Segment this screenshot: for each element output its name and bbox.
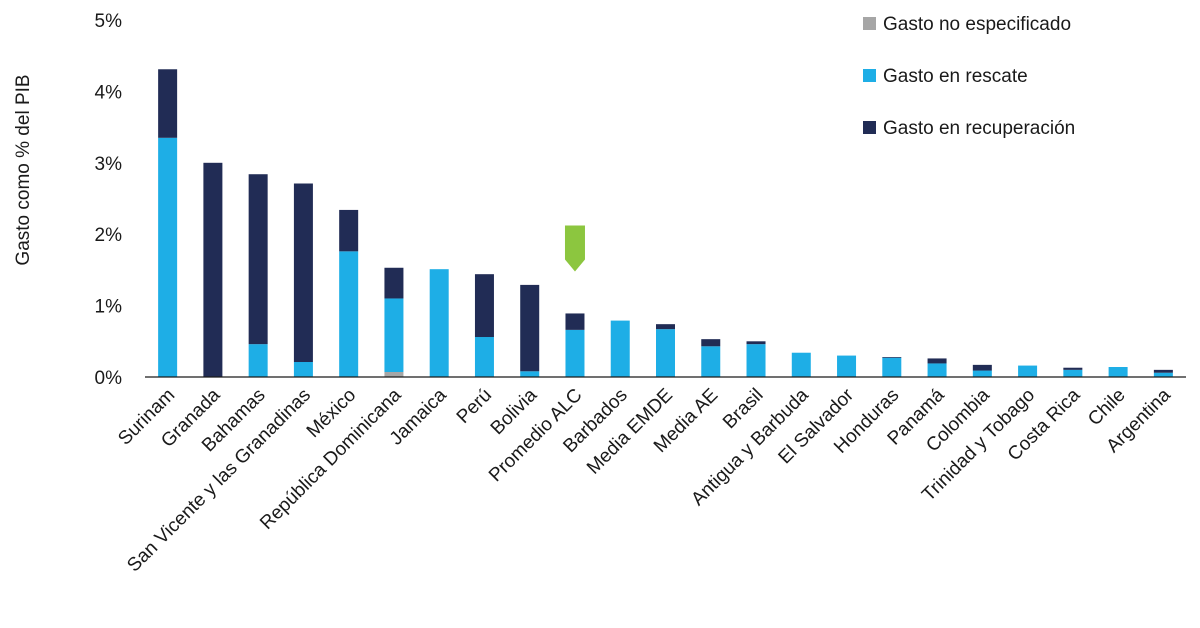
bar-segment: [339, 209, 359, 252]
bar-segment: [384, 298, 404, 373]
bar-segment: [429, 269, 449, 377]
bar-segment: [293, 183, 313, 363]
bar-segment: [1153, 369, 1173, 373]
y-tick-label: 2%: [95, 225, 123, 246]
y-tick-label: 5%: [95, 11, 123, 32]
bar-segment: [656, 329, 675, 377]
legend-label: Gasto no especificado: [883, 14, 1071, 35]
bar-segment: [520, 284, 540, 372]
bar-segment: [656, 324, 675, 330]
bar-segment: [882, 357, 902, 358]
bar-segment: [927, 363, 947, 377]
legend-label: Gasto en recuperación: [883, 118, 1075, 139]
bar-segment: [384, 267, 404, 299]
legend-swatch: [863, 17, 876, 30]
y-axis-label: Gasto como % del PIB: [13, 74, 34, 265]
bar-segment: [1018, 365, 1038, 377]
bar-segment: [474, 337, 494, 377]
bar-segment: [248, 344, 268, 377]
bar-segment: [158, 137, 178, 377]
bar-segment: [610, 320, 630, 377]
bar-segment: [203, 162, 223, 377]
bar-segment: [972, 370, 992, 377]
bar-segment: [565, 313, 585, 330]
y-axis: 0% 1% 2% 3% 4% 5%: [95, 11, 123, 389]
bar-segment: [791, 352, 811, 377]
legend-swatch: [863, 121, 876, 134]
bar-segment: [1108, 367, 1128, 377]
legend-swatch: [863, 69, 876, 82]
bar-segment: [158, 69, 178, 138]
bar-segment: [972, 364, 992, 371]
y-tick-label: 0%: [95, 368, 123, 389]
bar-segment: [1063, 367, 1083, 370]
bar-segment: [882, 357, 902, 377]
bar-segment: [339, 251, 359, 377]
bar-segment: [1153, 372, 1173, 377]
bar-segment: [565, 329, 585, 377]
bar-segment: [520, 371, 540, 377]
bar-segment: [474, 274, 494, 338]
y-tick-label: 3%: [95, 154, 123, 175]
y-tick-label: 4%: [95, 82, 123, 103]
marker: [564, 225, 585, 272]
y-tick-label: 1%: [95, 297, 123, 318]
bar-segment: [701, 346, 721, 377]
bar-segment: [927, 358, 947, 364]
bar-segment: [293, 362, 313, 377]
down-arrow-marker: [564, 225, 585, 272]
bar-segment: [746, 344, 766, 377]
bars: [158, 69, 1173, 377]
bar-segment: [384, 372, 404, 377]
bar-segment: [1063, 369, 1083, 377]
bar-segment: [746, 341, 766, 345]
bar-segment: [837, 355, 857, 377]
legend: Gasto no especificado Gasto en rescate Gas…: [863, 14, 1075, 139]
bar-segment: [248, 174, 268, 345]
bar-segment: [701, 339, 721, 347]
legend-label: Gasto en rescate: [883, 66, 1028, 87]
